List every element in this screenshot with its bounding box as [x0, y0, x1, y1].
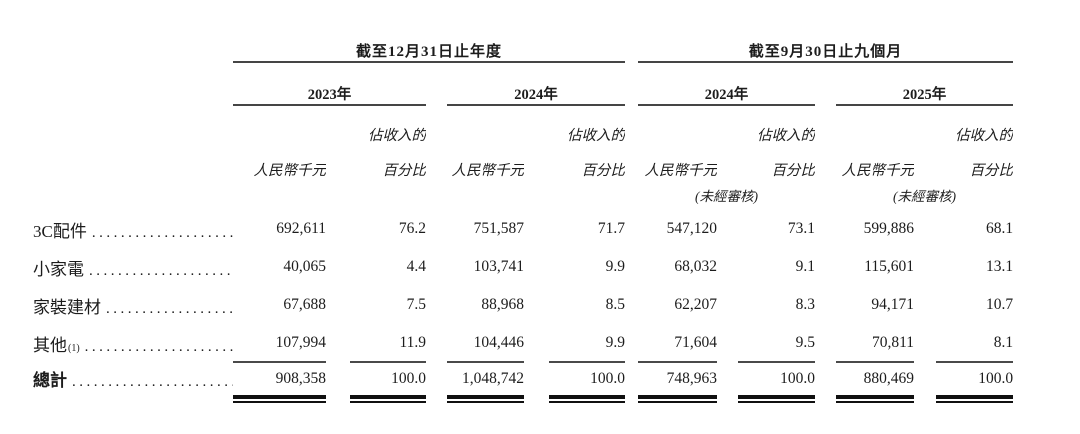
unaudited-note-9m2025: (未經審核) — [893, 189, 957, 204]
cell-fy2024-amount: 104,446 — [447, 324, 524, 363]
cell-fy2023-pct: 76.2 — [398, 220, 426, 237]
table-row-3c-accessories: 3C配件 692,611 76.2 751,587 71.7 547,120 7… — [0, 210, 1013, 248]
cell-fy2024-pct: 9.9 — [549, 324, 625, 363]
cell-total-fy2023-amount: 908,358 — [275, 370, 326, 387]
double-rule — [936, 395, 1014, 403]
col-header-percent-line2: 百分比 — [771, 163, 816, 179]
cell-9m2025-amount: 70,811 — [836, 324, 914, 363]
col-header-percent-line2: 百分比 — [382, 163, 427, 179]
col-header-amount: 人民幣千元 — [451, 163, 525, 179]
unaudited-note-row: (未經審核) (未經審核) — [0, 180, 1013, 210]
cell-fy2023-amount: 67,688 — [283, 296, 326, 313]
year-header-row: 2023年 2024年 2024年 2025年 — [0, 62, 1014, 106]
dot-leader — [89, 263, 233, 280]
col-header-amount: 人民幣千元 — [253, 163, 327, 179]
cell-fy2024-pct: 71.7 — [597, 220, 625, 237]
double-rule — [233, 395, 326, 403]
group-header-nine-month: 截至9月30日止九個月 — [638, 0, 1014, 63]
dot-leader — [92, 225, 233, 242]
cell-fy2023-pct: 7.5 — [406, 296, 426, 313]
total-double-rule-row — [0, 395, 1014, 413]
cell-total-9m2024-amount: 748,963 — [666, 370, 717, 387]
col-header-percent-line1: 佔收入的 — [757, 128, 815, 144]
group-header-row: 截至12月31日止年度 截至9月30日止九個月 — [0, 0, 1014, 63]
footnote-marker: (1) — [68, 342, 80, 354]
cell-9m2024-amount: 68,032 — [674, 258, 717, 275]
cell-total-9m2024-pct: 100.0 — [780, 370, 815, 387]
row-label: 家裝建材 — [0, 293, 233, 318]
col-header-percent-line2: 百分比 — [969, 163, 1014, 179]
double-rule — [447, 395, 524, 403]
dot-leader — [106, 301, 233, 318]
double-rule — [836, 395, 914, 403]
col-header-percent-line1: 佔收入的 — [955, 128, 1014, 144]
table-row-others: 其他(1) 107,994 11.9 104,446 9.9 71,604 9.… — [0, 324, 1014, 363]
cell-total-fy2024-amount: 1,048,742 — [462, 370, 524, 387]
dot-leader — [85, 339, 233, 356]
percent-header-line1-row: 佔收入的 佔收入的 佔收入的 佔收入的 — [0, 105, 1013, 145]
col-header-percent-line1: 佔收入的 — [368, 128, 426, 144]
cell-fy2023-amount: 40,065 — [283, 258, 326, 275]
cell-fy2023-pct: 11.9 — [350, 324, 426, 363]
group-header-annual: 截至12月31日止年度 — [233, 0, 625, 63]
cell-fy2023-pct: 4.4 — [406, 258, 426, 275]
cell-fy2024-pct: 8.5 — [605, 296, 625, 313]
year-label-fy2024: 2024年 — [447, 62, 625, 106]
cell-fy2023-amount: 107,994 — [233, 324, 326, 363]
double-rule — [549, 395, 625, 403]
dot-leader — [72, 374, 233, 391]
cell-9m2024-pct: 9.5 — [738, 324, 815, 363]
cell-9m2025-pct: 68.1 — [985, 220, 1014, 237]
cell-9m2025-pct: 8.1 — [936, 324, 1014, 363]
double-rule — [638, 395, 717, 403]
double-rule — [350, 395, 426, 403]
cell-9m2024-pct: 8.3 — [795, 296, 815, 313]
cell-9m2025-amount: 599,886 — [863, 220, 914, 237]
row-label: 小家電 — [0, 255, 233, 280]
year-label-fy2023: 2023年 — [233, 62, 426, 106]
cell-9m2024-pct: 73.1 — [787, 220, 815, 237]
col-header-percent-line1: 佔收入的 — [567, 128, 625, 144]
row-label: 3C配件 — [0, 217, 233, 242]
cell-total-9m2025-amount: 880,469 — [863, 370, 914, 387]
cell-9m2025-pct: 13.1 — [985, 258, 1014, 275]
cell-fy2024-pct: 9.9 — [605, 258, 625, 275]
cell-9m2024-amount: 547,120 — [666, 220, 717, 237]
cell-9m2024-amount: 62,207 — [674, 296, 717, 313]
table-row-total: 總計 908,358 100.0 1,048,742 100.0 748,963… — [0, 362, 1013, 395]
table-row-home-improvement: 家裝建材 67,688 7.5 88,968 8.5 62,207 8.3 94… — [0, 286, 1013, 324]
col-header-percent-line2: 百分比 — [581, 163, 626, 179]
cell-total-fy2023-pct: 100.0 — [391, 370, 426, 387]
unaudited-note-9m2024: (未經審核) — [695, 189, 758, 204]
year-label-9m2025: 2025年 — [836, 62, 1014, 106]
cell-9m2025-amount: 94,171 — [871, 296, 914, 313]
cell-9m2025-amount: 115,601 — [864, 258, 914, 275]
cell-9m2024-amount: 71,604 — [638, 324, 717, 363]
cell-fy2023-amount: 692,611 — [276, 220, 326, 237]
cell-9m2025-pct: 10.7 — [985, 296, 1014, 313]
cell-9m2024-pct: 9.1 — [795, 258, 815, 275]
row-label: 其他 (1) — [0, 331, 233, 356]
double-rule — [738, 395, 815, 403]
col-header-amount: 人民幣千元 — [644, 163, 718, 179]
table-row-small-appliances: 小家電 40,065 4.4 103,741 9.9 68,032 9.1 11… — [0, 248, 1013, 286]
year-label-9m2024: 2024年 — [638, 62, 815, 106]
column-header-row: 人民幣千元 百分比 人民幣千元 百分比 人民幣千元 百分比 人民幣千元 百分比 — [0, 145, 1014, 180]
revenue-breakdown-table: 截至12月31日止年度 截至9月30日止九個月 2023年 2024年 2024… — [0, 0, 1013, 413]
total-row-label: 總計 — [0, 366, 233, 391]
cell-total-9m2025-pct: 100.0 — [978, 370, 1014, 387]
col-header-amount: 人民幣千元 — [841, 163, 915, 179]
cell-fy2024-amount: 751,587 — [473, 220, 524, 237]
cell-fy2024-amount: 103,741 — [473, 258, 524, 275]
cell-fy2024-amount: 88,968 — [481, 296, 524, 313]
cell-total-fy2024-pct: 100.0 — [590, 370, 625, 387]
